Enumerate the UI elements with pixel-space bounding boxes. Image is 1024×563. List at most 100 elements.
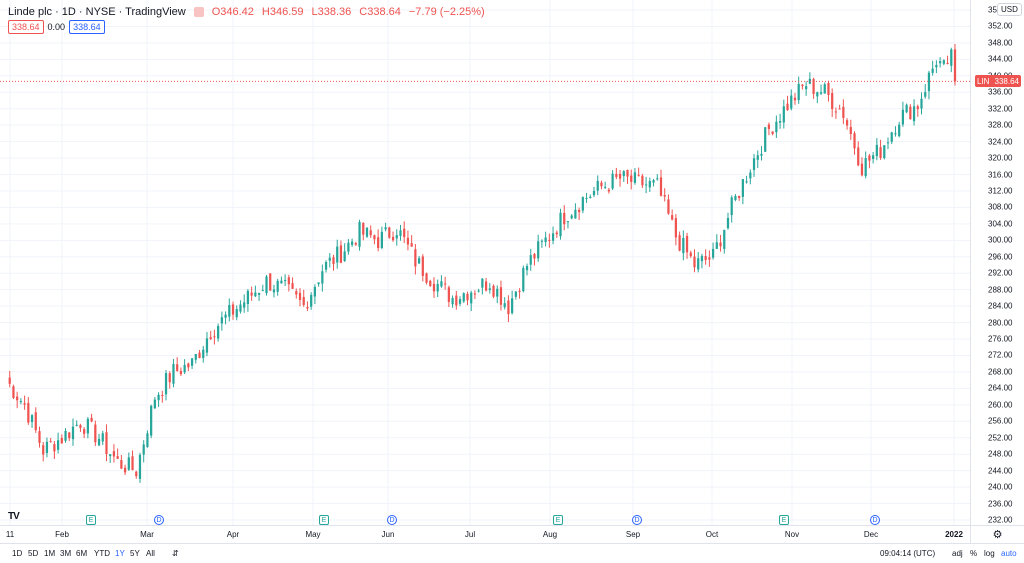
candle-body: [131, 456, 134, 471]
date-range-calendar-icon[interactable]: ⇵: [172, 549, 179, 558]
price-axis[interactable]: 356.00352.00348.00344.00340.00336.00332.…: [970, 0, 1024, 525]
candle-body: [317, 282, 320, 285]
currency-label[interactable]: USD: [997, 3, 1022, 16]
candle-body: [399, 230, 402, 236]
candle-body: [373, 235, 376, 240]
candle-body: [425, 273, 428, 283]
candle-body: [886, 142, 890, 144]
candle-body: [27, 402, 30, 423]
range-6m[interactable]: 6M: [76, 549, 88, 558]
dividend-marker-icon[interactable]: D: [154, 515, 164, 525]
candle-body: [938, 61, 942, 64]
candle-body: [924, 92, 927, 97]
candle-body: [894, 133, 897, 135]
range-5d[interactable]: 5D: [28, 549, 39, 558]
candle-body: [410, 243, 413, 247]
candle-body: [339, 245, 343, 263]
chart-area[interactable]: Linde plc · 1D · NYSE · TradingView O346…: [0, 0, 970, 525]
settings-gear-icon[interactable]: ⚙: [970, 525, 1024, 543]
candle-body: [626, 170, 629, 177]
last-price-symbol: LIN: [977, 76, 990, 86]
candle-body: [436, 283, 439, 292]
earnings-marker-icon[interactable]: E: [319, 515, 329, 525]
earnings-marker-icon[interactable]: E: [779, 515, 789, 525]
time-tick-label: 11: [5, 530, 15, 539]
value-box-last: 338.64: [69, 20, 105, 34]
price-tick-label: 272.00: [988, 350, 1013, 360]
range-1m[interactable]: 1M: [44, 549, 56, 558]
adj-toggle[interactable]: adj: [952, 549, 963, 558]
clock-time[interactable]: 09:04:14 (UTC): [880, 549, 936, 558]
candle-body: [127, 457, 130, 470]
candle-body: [481, 278, 484, 288]
candle-body: [953, 49, 957, 82]
candle-body: [336, 246, 339, 263]
dividend-marker-icon[interactable]: D: [387, 515, 397, 525]
candle-body: [801, 84, 804, 87]
candle-body: [168, 373, 171, 383]
candle-body: [678, 235, 681, 251]
candle-body: [380, 231, 383, 249]
earnings-marker-icon[interactable]: E: [553, 515, 563, 525]
candle-body: [310, 294, 313, 307]
candle-body: [551, 233, 555, 241]
range-1d[interactable]: 1D: [12, 549, 23, 558]
dividend-marker-icon[interactable]: D: [632, 515, 642, 525]
legend-settings-button[interactable]: [193, 7, 204, 17]
candle-body: [261, 290, 264, 292]
range-1y[interactable]: 1Y: [115, 549, 125, 558]
candle-body: [68, 432, 71, 439]
range-ytd[interactable]: YTD: [94, 549, 110, 558]
candle-body: [265, 276, 268, 294]
candle-body: [250, 292, 253, 296]
candle-body: [641, 175, 644, 186]
range-3m[interactable]: 3M: [60, 549, 72, 558]
candle-body: [313, 286, 317, 297]
candle-body: [637, 174, 640, 176]
price-tick-label: 296.00: [988, 252, 1013, 262]
auto-toggle[interactable]: auto: [1001, 549, 1017, 558]
price-tick-label: 280.00: [988, 318, 1013, 328]
time-axis[interactable]: 11 Feb Mar Apr May Jun Jul Aug Sep Oct Nov Dec 2022: [0, 525, 970, 544]
price-tick-label: 292.00: [988, 268, 1013, 278]
grid-lines: [0, 0, 970, 525]
candle-body: [618, 173, 622, 179]
candle-body: [298, 292, 302, 300]
candle-body: [403, 228, 406, 238]
candle-body: [365, 227, 369, 237]
candle-body: [243, 302, 246, 308]
candle-body: [347, 242, 350, 252]
candle-body: [872, 155, 875, 159]
earnings-marker-icon[interactable]: E: [86, 515, 96, 525]
time-tick-label: Mar: [140, 530, 154, 539]
chart-legend: Linde plc · 1D · NYSE · TradingView O346…: [8, 6, 485, 18]
candle-body: [395, 235, 398, 239]
candle-body: [429, 280, 432, 286]
last-price-value: 338.64: [994, 76, 1019, 86]
candle-body: [644, 184, 648, 186]
candle-body: [544, 237, 547, 243]
candle-body: [142, 444, 145, 455]
candle-body: [79, 425, 82, 428]
candle-body: [611, 173, 614, 189]
candle-body: [838, 108, 841, 110]
percent-toggle[interactable]: %: [970, 549, 978, 558]
candle-body: [708, 257, 711, 260]
dividend-marker-icon[interactable]: D: [870, 515, 880, 525]
candle-body: [533, 253, 536, 259]
price-tick-label: 348.00: [988, 38, 1013, 48]
candle-body: [388, 227, 391, 238]
range-5y[interactable]: 5Y: [130, 549, 140, 558]
candle-body: [120, 460, 123, 469]
candle-body: [700, 255, 704, 262]
range-all[interactable]: All: [146, 549, 155, 558]
candle-body: [875, 144, 878, 157]
candle-body: [496, 288, 499, 297]
candle-body: [183, 364, 186, 373]
tradingview-logo[interactable]: TV: [8, 511, 20, 522]
price-chart[interactable]: [0, 0, 970, 525]
candle-body: [548, 239, 551, 241]
value-mid: 0.00: [47, 22, 66, 32]
candle-body: [600, 182, 603, 187]
log-toggle[interactable]: log: [984, 549, 995, 558]
